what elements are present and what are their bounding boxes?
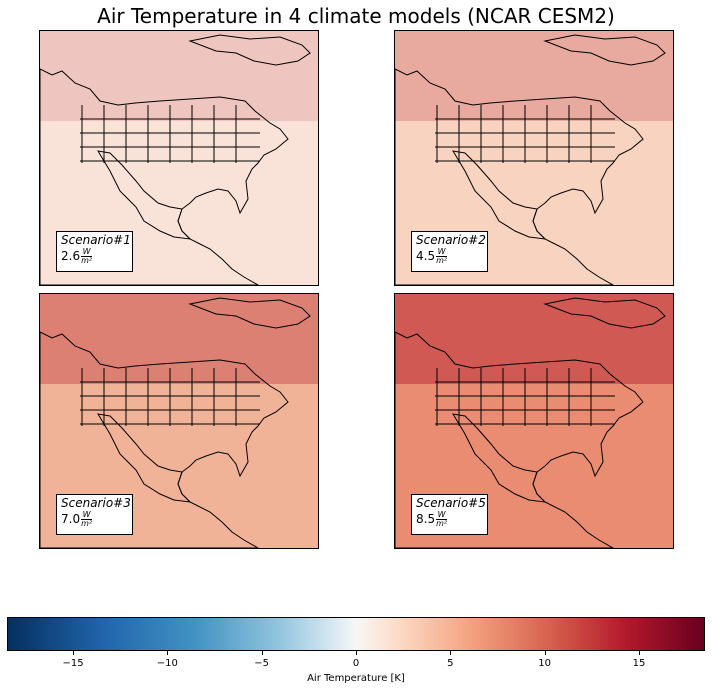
colorbar-ticks: −15 −10 −5 0 5 10 15 bbox=[7, 651, 705, 671]
colorbar-tick-label: 5 bbox=[447, 658, 454, 669]
arctic-warming-shade bbox=[40, 31, 318, 121]
hudson-bay-outline bbox=[188, 297, 311, 329]
colorbar-tick-label: −15 bbox=[62, 658, 84, 669]
hudson-bay-outline bbox=[188, 34, 311, 66]
colorbar-tick-label: 0 bbox=[352, 658, 360, 669]
arctic-warming-shade bbox=[395, 294, 673, 384]
hudson-bay-outline bbox=[543, 34, 666, 66]
colorbar-tick-label: −10 bbox=[156, 658, 178, 669]
colorbar-tick bbox=[356, 651, 357, 655]
scenario-name: Scenario#5 bbox=[416, 496, 486, 510]
colorbar bbox=[7, 617, 705, 651]
colorbar-tick-label: 10 bbox=[538, 658, 552, 669]
colorbar-tick-label: 15 bbox=[632, 658, 646, 669]
coastline-outline bbox=[395, 68, 644, 285]
colorbar-tick bbox=[167, 651, 169, 655]
colorbar-tick bbox=[261, 651, 263, 655]
arctic-warming-shade bbox=[395, 31, 673, 121]
scenario-name: Scenario#3 bbox=[61, 496, 131, 510]
colorbar-tick bbox=[638, 651, 640, 655]
figure-title: Air Temperature in 4 climate models (NCA… bbox=[97, 4, 615, 28]
scenario-name: Scenario#1 bbox=[61, 233, 131, 247]
colorbar-tick-label: −5 bbox=[254, 658, 270, 669]
scenario-name: Scenario#2 bbox=[416, 233, 486, 247]
coastline-outline bbox=[40, 68, 289, 285]
hudson-bay-outline bbox=[543, 297, 666, 329]
coastline-outline bbox=[40, 331, 289, 548]
colorbar-label: Air Temperature [K] bbox=[307, 673, 405, 684]
colorbar-tick bbox=[73, 651, 75, 655]
arctic-warming-shade bbox=[40, 294, 318, 384]
colorbar-tick bbox=[450, 651, 452, 655]
coastline-outline bbox=[395, 331, 644, 548]
colorbar-tick bbox=[544, 651, 546, 655]
